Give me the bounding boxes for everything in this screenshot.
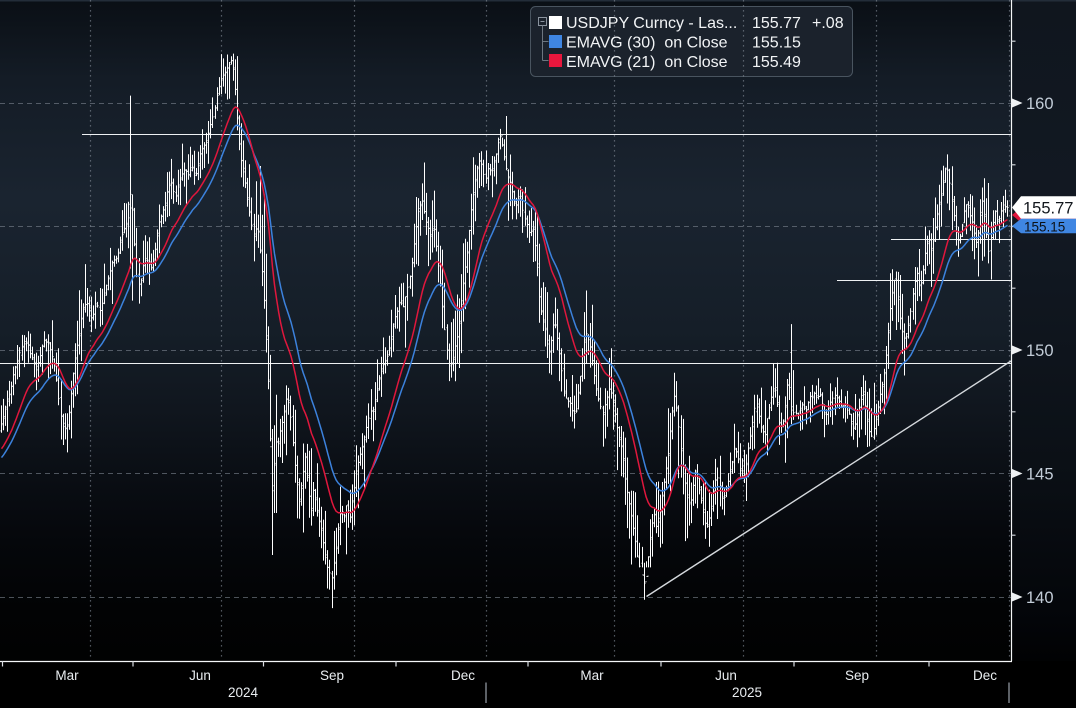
svg-text:155.77: 155.77 [752, 15, 801, 32]
svg-text:160: 160 [1026, 95, 1054, 113]
svg-text:155.15: 155.15 [752, 35, 801, 52]
svg-text:2025: 2025 [732, 685, 762, 700]
svg-text:150: 150 [1026, 342, 1054, 360]
svg-text:155.15: 155.15 [1024, 220, 1065, 235]
svg-text:Mar: Mar [580, 668, 604, 683]
svg-text:+.08: +.08 [812, 15, 844, 32]
svg-text:Sep: Sep [320, 668, 344, 683]
svg-text:140: 140 [1026, 589, 1054, 607]
svg-text:Jun: Jun [189, 668, 211, 683]
svg-text:EMAVG (21) on Close: EMAVG (21) on Close [566, 54, 728, 71]
svg-text:Mar: Mar [55, 668, 79, 683]
svg-text:155.49: 155.49 [752, 54, 801, 71]
svg-text:2024: 2024 [228, 685, 259, 700]
svg-text:EMAVG (30) on Close: EMAVG (30) on Close [566, 35, 728, 52]
svg-text:145: 145 [1026, 466, 1054, 484]
svg-text:Dec: Dec [451, 668, 475, 683]
svg-text:USDJPY Curncy - Las...: USDJPY Curncy - Las... [566, 15, 737, 32]
svg-text:Sep: Sep [845, 668, 869, 683]
svg-text:Dec: Dec [973, 668, 997, 683]
svg-text:155.77: 155.77 [1023, 200, 1073, 218]
svg-text:Jun: Jun [715, 668, 737, 683]
